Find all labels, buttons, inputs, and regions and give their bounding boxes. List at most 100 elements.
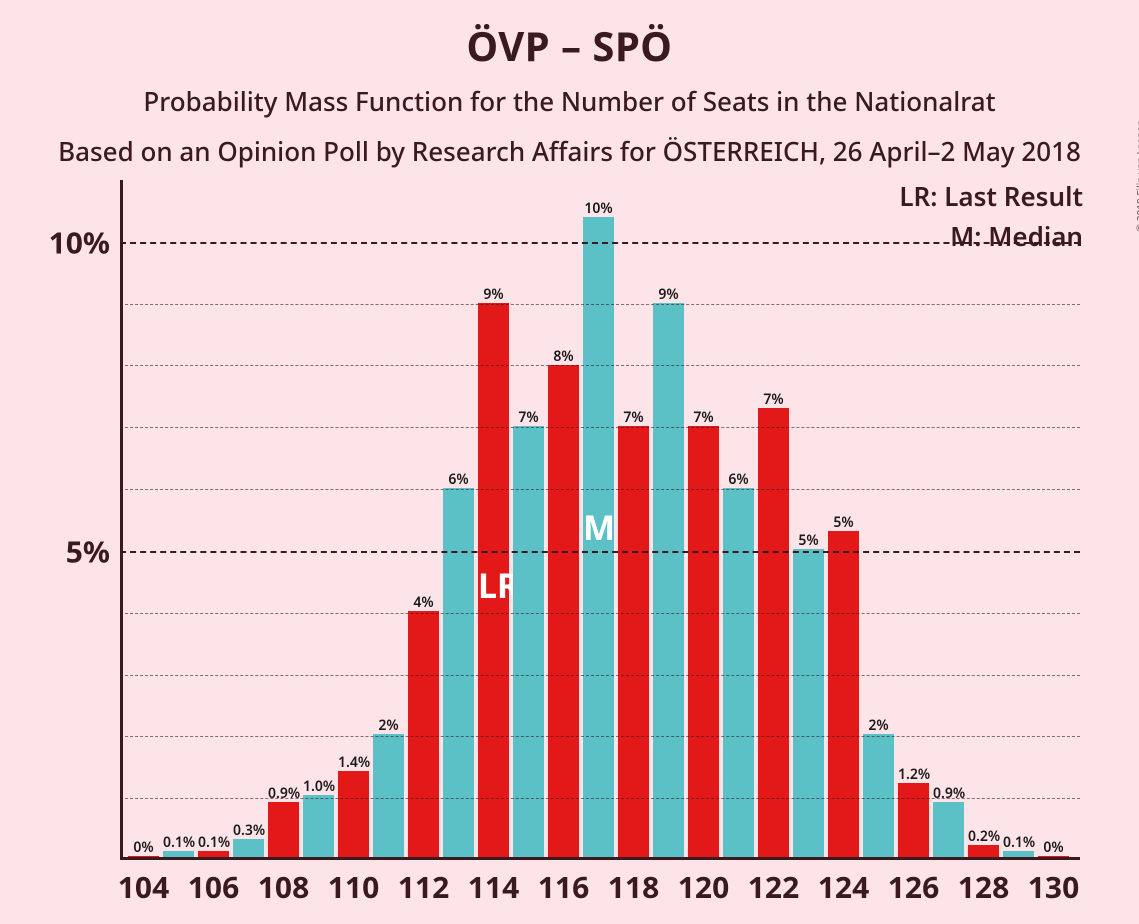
bar-rect [478,303,509,857]
x-tick-label: 120 [678,866,729,907]
bar-rect [758,408,789,857]
bar-value-label: 0.1% [163,833,194,852]
bar-rect [303,795,334,857]
bar-rect [513,426,544,857]
bar-seat-129: 0.1% [1003,851,1034,857]
x-axis [120,857,1080,860]
grid-line-minor [120,613,1080,614]
grid-line-minor [120,365,1080,366]
bar-value-label: 1.4% [338,753,369,772]
bar-value-label: 2% [863,716,894,735]
bar-value-label: 4% [408,593,439,612]
bar-rect [233,839,264,857]
bar-rect [338,771,369,857]
bar-value-label: 0.9% [933,784,964,803]
bar-seat-111: 2% [373,734,404,857]
bar-value-label: 0.2% [968,827,999,846]
x-tick-label: 116 [538,866,589,907]
bar-seat-117: 10%M [583,217,614,857]
x-tick-label: 110 [328,866,379,907]
x-tick-label: 126 [888,866,939,907]
bar-rect [723,488,754,857]
bar-seat-106: 0.1% [198,851,229,857]
grid-line-minor [120,798,1080,799]
x-tick-label: 104 [118,866,169,907]
y-tick-label: 10% [49,221,110,262]
y-tick-label: 5% [66,530,110,571]
bar-seat-119: 9% [653,303,684,857]
title-block: ÖVP – SPÖ Probability Mass Function for … [0,0,1139,169]
bar-rect [268,802,299,857]
chart-subtitle-1: Probability Mass Function for the Number… [0,83,1139,119]
bar-seat-123: 5% [793,549,824,857]
bar-rect [828,531,859,857]
bar-value-label: 0.3% [233,821,264,840]
x-tick-label: 112 [398,866,449,907]
bar-value-label: 1.0% [303,777,334,796]
grid-line-minor [120,675,1080,676]
bar-value-label: 7% [758,390,789,409]
bar-rect [583,217,614,857]
bars-container: 0%0.1%0.1%0.3%0.9%1.0%1.4%2%4%6%9%LR7%8%… [120,180,1080,857]
bar-value-label: 1.2% [898,765,929,784]
bar-rect [933,802,964,857]
bar-seat-110: 1.4% [338,771,369,857]
bar-seat-130: 0% [1038,856,1069,857]
bar-value-label: 8% [548,347,579,366]
bar-rect [618,426,649,857]
bar-rect [443,488,474,857]
bar-value-label: 0% [128,838,159,857]
bar-seat-109: 1.0% [303,795,334,857]
x-axis-labels: 1041061081101121141161181201221241261281… [120,866,1080,906]
bar-rect [898,783,929,857]
bar-value-label: 6% [723,470,754,489]
grid-line-minor [120,489,1080,490]
grid-line-major [120,242,1080,244]
chart-area: 0%0.1%0.1%0.3%0.9%1.0%1.4%2%4%6%9%LR7%8%… [120,180,1080,860]
grid-line-minor [120,736,1080,737]
bar-seat-113: 6% [443,488,474,857]
bar-value-label: 10% [583,199,614,218]
bar-value-label: 0.9% [268,784,299,803]
bar-value-label: 5% [793,531,824,550]
bar-rect [408,611,439,857]
bar-seat-122: 7% [758,408,789,857]
bar-rect [373,734,404,857]
bar-value-label: 5% [828,513,859,532]
bar-seat-120: 7% [688,426,719,857]
bar-value-label: 6% [443,470,474,489]
x-tick-label: 118 [608,866,659,907]
bar-seat-116: 8% [548,365,579,857]
bar-seat-121: 6% [723,488,754,857]
x-tick-label: 124 [818,866,869,907]
bar-value-label: 2% [373,716,404,735]
bar-seat-107: 0.3% [233,839,264,857]
copyright-text: © 2019 Filip van Laenen [1133,120,1139,232]
bar-value-label: 0.1% [198,833,229,852]
x-tick-label: 108 [258,866,309,907]
bar-seat-125: 2% [863,734,894,857]
bar-seat-105: 0.1% [163,851,194,857]
bar-value-label: 9% [653,285,684,304]
bar-seat-124: 5% [828,531,859,857]
x-tick-label: 106 [188,866,239,907]
bar-seat-115: 7% [513,426,544,857]
grid-line-minor [120,427,1080,428]
x-tick-label: 128 [958,866,1009,907]
x-tick-label: 130 [1028,866,1079,907]
bar-seat-112: 4% [408,611,439,857]
bar-value-label: 7% [688,408,719,427]
bar-seat-127: 0.9% [933,802,964,857]
bar-rect [863,734,894,857]
bar-seat-114: 9%LR [478,303,509,857]
bar-value-label: 7% [513,408,544,427]
bar-seat-104: 0% [128,856,159,857]
bar-rect [688,426,719,857]
bar-rect [653,303,684,857]
bar-value-label: 0.1% [1003,833,1034,852]
x-tick-label: 114 [468,866,519,907]
bar-seat-126: 1.2% [898,783,929,857]
bar-rect [548,365,579,857]
grid-line-minor [120,304,1080,305]
bar-seat-118: 7% [618,426,649,857]
